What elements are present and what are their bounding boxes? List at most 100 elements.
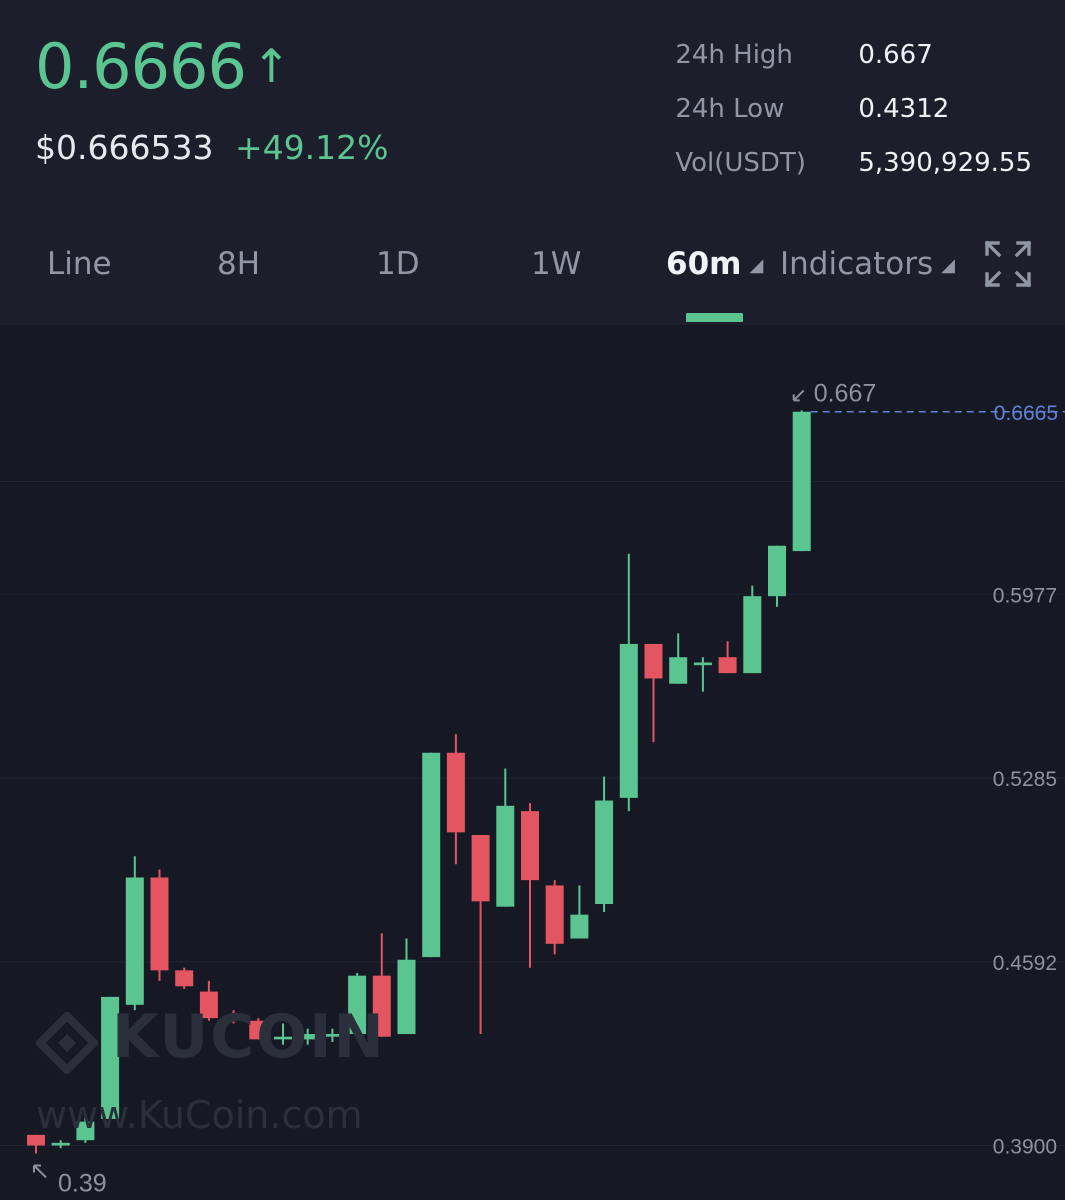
candle — [545, 880, 564, 955]
candle-body — [644, 643, 663, 679]
candle-body — [298, 1034, 317, 1040]
candle — [768, 545, 786, 607]
interval-label: 60m — [666, 246, 742, 282]
candle — [743, 585, 762, 674]
tab-interval-60m[interactable]: 60m ◢ — [666, 246, 763, 282]
candle — [619, 553, 638, 812]
candle-body — [224, 1018, 243, 1021]
tab-indicators[interactable]: Indicators ◢ — [780, 246, 955, 282]
candle-body — [274, 1036, 292, 1040]
candle-body — [249, 1020, 268, 1040]
candle-body — [348, 975, 367, 1035]
candle-body — [471, 835, 490, 902]
candle-body — [422, 752, 441, 958]
y-tick-label: 0.4592 — [993, 952, 1057, 975]
candle — [669, 633, 688, 684]
candle-body — [768, 545, 786, 597]
candle-body — [545, 885, 564, 944]
stat-label: Vol(USDT) — [675, 148, 806, 178]
candle — [372, 933, 391, 1037]
candle-body — [570, 914, 589, 939]
stat-value: 0.667 — [858, 40, 933, 70]
current-price-label: 0.6665 — [994, 402, 1058, 425]
y-tick-label: 0.3900 — [993, 1136, 1057, 1159]
candle-body — [323, 1034, 342, 1037]
kucoin-logo — [36, 1012, 98, 1074]
candle-body — [743, 596, 762, 674]
last-price: 0.6666 ↑ — [35, 30, 290, 103]
tab-line[interactable]: Line — [47, 246, 112, 282]
candlestick-chart[interactable]: 0.3900 0.4592 0.5285 0.5977 0.6665 0.667 0.39 — [0, 325, 1065, 1200]
arrow-up-left-icon — [33, 1164, 47, 1179]
candle — [298, 1028, 317, 1045]
chart-tabs: Line 8H 1D 1W 60m ◢ Indicators ◢ — [0, 240, 1065, 325]
candle — [51, 1140, 70, 1149]
candle — [125, 856, 144, 1011]
watermark-url: www.KuCoin.com — [36, 1093, 363, 1137]
stat-volume: Vol(USDT) 5,390,929.55 — [675, 136, 1032, 190]
candle — [199, 980, 218, 1021]
candle-body — [496, 805, 515, 907]
candle — [446, 734, 465, 865]
candle — [397, 938, 416, 1035]
candle — [348, 973, 367, 1037]
candle — [224, 1010, 243, 1024]
expand-icon[interactable] — [984, 240, 1032, 288]
candle — [471, 835, 490, 1035]
candle — [496, 768, 515, 907]
candle-body — [397, 959, 416, 1035]
candle-body — [595, 800, 614, 905]
tab-1w[interactable]: 1W — [531, 246, 582, 282]
candle-body — [718, 657, 737, 674]
stat-label: 24h High — [675, 40, 793, 70]
candle — [76, 1116, 95, 1143]
candle-body — [125, 877, 144, 1005]
candle-body — [669, 657, 688, 684]
candle — [570, 885, 589, 939]
candle-body — [446, 752, 465, 833]
arrow-down-left-icon — [792, 389, 805, 402]
watermark-brand: KUCOIN — [112, 1002, 386, 1072]
candle — [175, 967, 194, 989]
candle — [323, 1028, 342, 1043]
candle — [792, 410, 811, 552]
candle — [521, 803, 539, 968]
stat-24h-high: 24h High 0.667 — [675, 28, 1032, 82]
candle — [27, 1134, 45, 1154]
stat-24h-low: 24h Low 0.4312 — [675, 82, 1032, 136]
candle — [693, 657, 712, 692]
candle-body — [150, 877, 169, 971]
change-percent: +49.12% — [235, 128, 389, 167]
usd-price: $0.666533 — [35, 128, 214, 167]
tab-1d[interactable]: 1D — [376, 246, 420, 282]
y-tick-label: 0.5977 — [993, 584, 1057, 607]
candle — [101, 996, 120, 1119]
candle-body — [619, 643, 638, 798]
candle-body — [199, 991, 218, 1019]
candle — [718, 641, 737, 674]
stat-value: 5,390,929.55 — [858, 148, 1032, 178]
stat-value: 0.4312 — [858, 94, 950, 124]
low-marker: 0.39 — [33, 1164, 107, 1197]
caret-down-icon: ◢ — [749, 255, 764, 276]
candle-body — [51, 1142, 70, 1146]
active-tab-indicator — [686, 313, 743, 322]
stat-label: 24h Low — [675, 94, 785, 124]
up-arrow-icon: ↑ — [251, 39, 291, 93]
candle-body — [76, 1121, 95, 1141]
last-price-value: 0.6666 — [35, 30, 247, 103]
candle-body — [175, 970, 194, 987]
high-marker-label: 0.667 — [814, 379, 877, 407]
candle-body — [101, 996, 120, 1119]
candle — [644, 643, 663, 743]
candle-body — [792, 411, 811, 552]
stats-panel: 24h High 0.667 24h Low 0.4312 Vol(USDT) … — [675, 28, 1032, 190]
candle-body — [693, 662, 712, 666]
tab-8h[interactable]: 8H — [217, 246, 261, 282]
candle — [422, 752, 441, 958]
ticker-header: 0.6666 ↑ $0.666533 +49.12% 24h High 0.667… — [0, 0, 1065, 325]
candle — [595, 776, 614, 912]
caret-down-icon: ◢ — [941, 255, 955, 276]
indicators-label: Indicators — [780, 246, 934, 282]
low-marker-label: 0.39 — [58, 1169, 107, 1197]
